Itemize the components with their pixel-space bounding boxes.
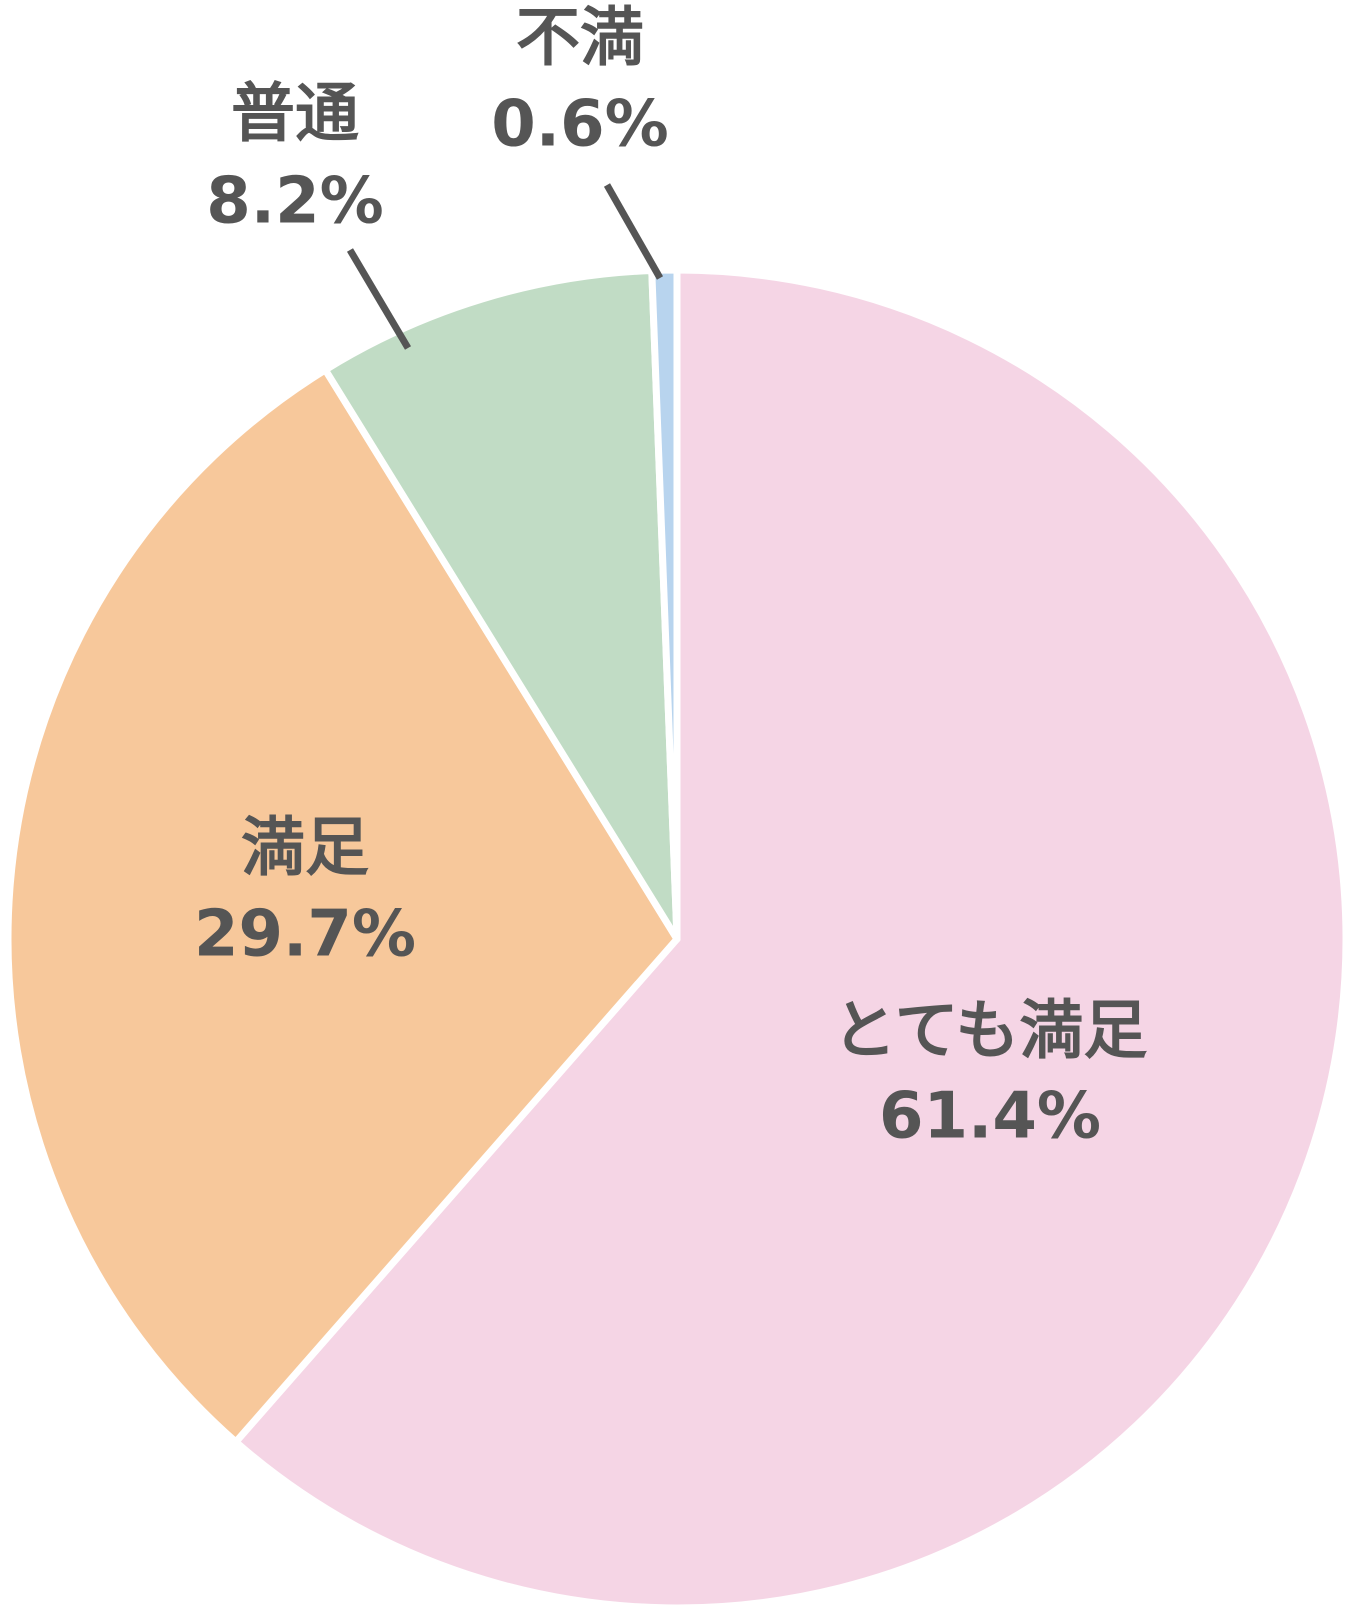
leader-line	[346, 248, 412, 350]
pie-slice	[232, 266, 1350, 1612]
slice-label: 満足	[241, 812, 369, 886]
value-label: 8.2%	[206, 165, 384, 239]
pie-slice	[321, 266, 681, 943]
slice-label: とても満足	[833, 995, 1148, 1069]
value-label: 29.7%	[194, 898, 416, 972]
slice-label: 不満	[516, 2, 644, 76]
pie-slice	[4, 366, 681, 1446]
value-label: 0.6%	[491, 88, 669, 162]
value-label: 61.4%	[879, 1080, 1101, 1154]
slice-label: 普通	[231, 78, 359, 152]
leader-line	[603, 183, 664, 280]
